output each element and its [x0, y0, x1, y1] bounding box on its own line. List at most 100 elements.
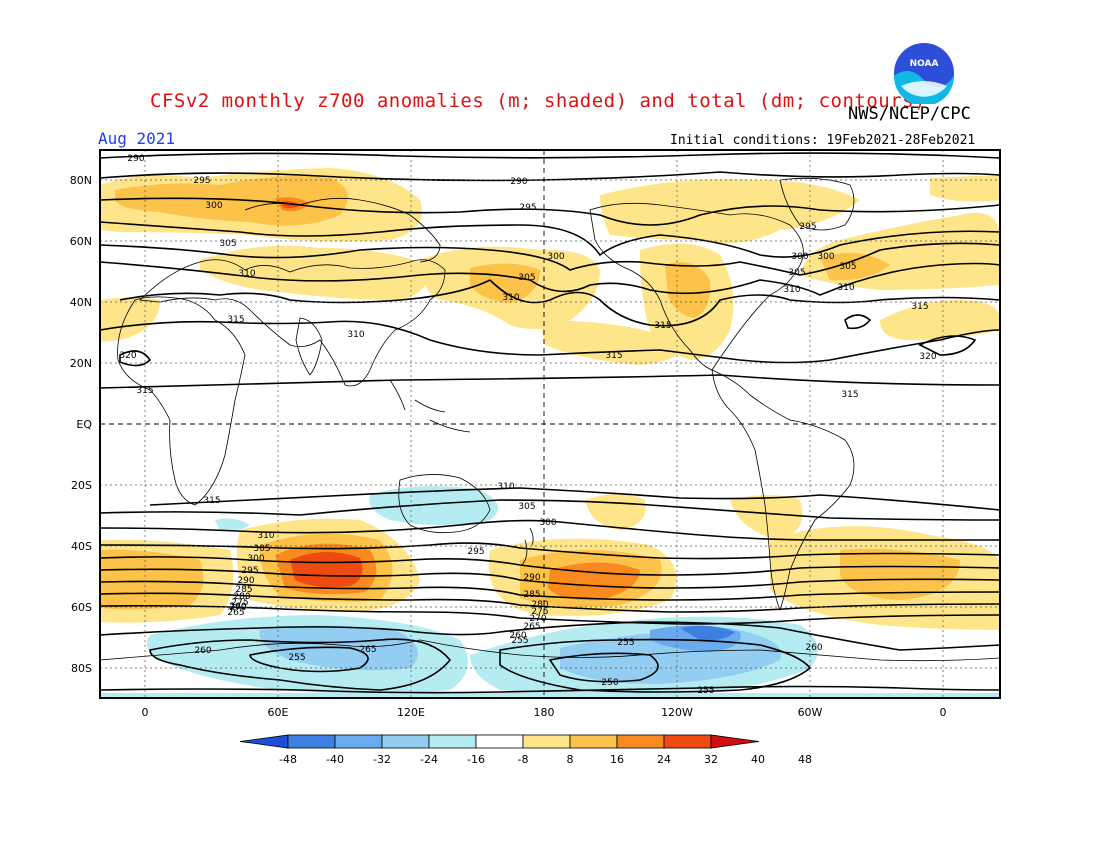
contour-label: 300 — [547, 252, 564, 262]
initial-conditions: Initial conditions: 19Feb2021-28Feb2021 — [670, 133, 976, 148]
contour-label: 310 — [497, 482, 514, 492]
lon-label: 0 — [142, 706, 149, 719]
contour-label: 315 — [203, 496, 220, 506]
contour-label: 315 — [605, 351, 622, 361]
lon-label: 60W — [798, 706, 823, 719]
colorbar-swatch — [381, 734, 430, 749]
colorbar-arrow-left — [239, 734, 289, 749]
contour-label: 265 — [227, 608, 244, 618]
lat-label: 60S — [71, 601, 92, 614]
colorbar-label: 16 — [610, 753, 624, 766]
contour-label: 305 — [839, 262, 856, 272]
lat-label: 60N — [70, 235, 92, 248]
contour-label: 265 — [359, 645, 376, 655]
lat-label: 20S — [71, 479, 92, 492]
contour-label: 310 — [783, 285, 800, 295]
colorbar-label: 32 — [704, 753, 718, 766]
contour-label: 270 — [529, 614, 546, 624]
contour-label: 280 — [233, 592, 250, 602]
contour-label: 295 — [241, 566, 258, 576]
contour-label: 290 — [127, 154, 144, 164]
contour-label: 265 — [523, 622, 540, 632]
contour-label: 270 — [229, 603, 246, 613]
colorbar-label: -40 — [326, 753, 344, 766]
contour-label: 300 — [205, 201, 222, 211]
contour-label: 290 — [510, 177, 527, 187]
contour-label: 315 — [911, 302, 928, 312]
contour-label: 260 — [805, 643, 822, 653]
latitude-labels: 80N 60N 40N 20N EQ 20S 40S 60S 80S — [70, 174, 93, 675]
contour-label: 315 — [654, 321, 671, 331]
contour-label: 295 — [193, 176, 210, 186]
contour-label: 255 — [288, 653, 305, 663]
contour-label: 285 — [523, 590, 540, 600]
contour-label: 320 — [119, 351, 136, 361]
map-frame — [99, 149, 1001, 699]
colorbar-label: -32 — [373, 753, 391, 766]
contour-label: 260 — [229, 602, 246, 612]
height-contours — [100, 152, 1000, 694]
lon-label: 120E — [397, 706, 425, 719]
contour-label: 295 — [467, 547, 484, 557]
lat-label: 80N — [70, 174, 92, 187]
colorbar-swatch — [428, 734, 477, 749]
colorbar-label: 24 — [657, 753, 671, 766]
lon-label: 180 — [534, 706, 555, 719]
colorbar-swatch — [475, 734, 524, 749]
contour-label: 305 — [219, 239, 236, 249]
lon-label: 60E — [268, 706, 289, 719]
contour-label: 280 — [531, 600, 548, 610]
contour-label: 300 — [817, 252, 834, 262]
contour-labels: 2902953003053103153203152902953003053103… — [119, 154, 936, 696]
colorbar-arrow-right — [710, 734, 760, 749]
forecast-month: Aug 2021 — [98, 129, 176, 148]
contour-label: 305 — [788, 268, 805, 278]
colorbar: -48 -40 -32 -24 -16 -8 8 16 24 32 40 48 — [239, 734, 812, 766]
lat-label: 40S — [71, 540, 92, 553]
lat-label: 40N — [70, 296, 92, 309]
contour-label: 255 — [697, 686, 714, 696]
noaa-logo-text: NOAA — [910, 59, 939, 69]
colorbar-swatch — [334, 734, 383, 749]
colorbar-swatch — [663, 734, 712, 749]
contour-label: 300 — [539, 518, 556, 528]
equator-dateline — [100, 150, 1000, 698]
lat-label: 80S — [71, 662, 92, 675]
contour-label: 310 — [238, 269, 255, 279]
longitude-labels: 0 60E 120E 180 120W 60W 0 — [142, 706, 947, 719]
colorbar-label: -48 — [279, 753, 297, 766]
contour-label: 295 — [519, 203, 536, 213]
contour-label: 310 — [347, 330, 364, 340]
contour-label: 275 — [531, 607, 548, 617]
contour-label: 305 — [253, 544, 270, 554]
contour-label: 295 — [799, 222, 816, 232]
contour-label: 290 — [237, 576, 254, 586]
colorbar-label: -24 — [420, 753, 438, 766]
lon-label: 0 — [940, 706, 947, 719]
contour-label: 255 — [617, 638, 634, 648]
chart-title: CFSv2 monthly z700 anomalies (m; shaded)… — [150, 90, 927, 112]
contour-label: 315 — [136, 386, 153, 396]
contour-label: 315 — [841, 390, 858, 400]
colorbar-label: 8 — [567, 753, 574, 766]
contour-label: 305 — [518, 502, 535, 512]
contour-label: 255 — [511, 636, 528, 646]
colorbar-swatch — [287, 734, 336, 749]
contour-label: 260 — [194, 646, 211, 656]
colorbar-swatch — [616, 734, 665, 749]
contour-label: 250 — [601, 678, 618, 688]
contour-label: 310 — [257, 531, 274, 541]
lat-label: EQ — [76, 418, 92, 431]
contour-label: 315 — [227, 315, 244, 325]
contour-label: 320 — [919, 352, 936, 362]
contour-label: 300 — [247, 554, 264, 564]
colorbar-label: 40 — [751, 753, 765, 766]
agency-label: NWS/NCEP/CPC — [848, 104, 971, 124]
contour-label: 300 — [791, 252, 808, 262]
contour-label: 285 — [235, 585, 252, 595]
contour-label: 310 — [837, 283, 854, 293]
colorbar-label: 48 — [798, 753, 812, 766]
contour-label: 275 — [231, 598, 248, 608]
colorbar-swatch — [569, 734, 618, 749]
